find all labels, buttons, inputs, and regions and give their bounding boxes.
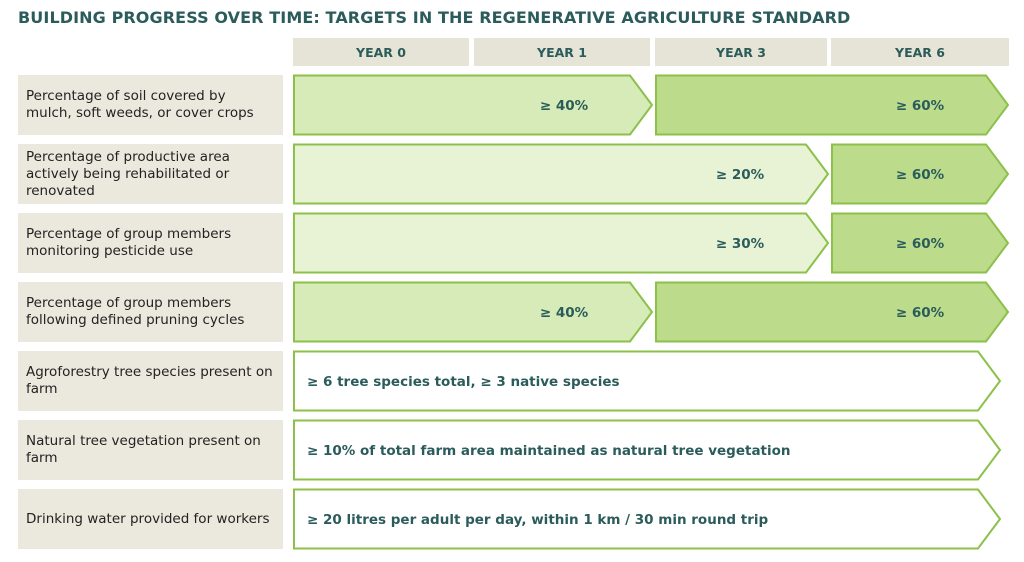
target-value-row3-seg0: ≥ 40%	[540, 305, 589, 321]
target-arrow-row1-seg0	[293, 143, 830, 205]
target-arrow-row0-seg0	[293, 74, 654, 136]
target-arrow-row3-seg1	[655, 281, 1010, 343]
target-arrow-row5-seg0	[293, 419, 1002, 481]
row-label-rehabilitated-area: Percentage of productive area actively b…	[18, 144, 283, 204]
row-label-natural-vegetation: Natural tree vegetation present on farm	[18, 420, 283, 480]
row-label-agroforestry: Agroforestry tree species present on far…	[18, 351, 283, 411]
year-header-0: YEAR 0	[293, 38, 469, 66]
row-label-soil-cover: Percentage of soil covered by mulch, sof…	[18, 75, 283, 135]
year-header-6: YEAR 6	[831, 38, 1009, 66]
target-value-row5-seg0: ≥ 10% of total farm area maintained as n…	[307, 443, 791, 459]
target-arrow-row0-seg1	[655, 74, 1010, 136]
row-label-drinking-water: Drinking water provided for workers	[18, 489, 283, 549]
year-header-1: YEAR 1	[474, 38, 650, 66]
target-value-row1-seg1: ≥ 60%	[896, 167, 945, 183]
target-value-row0-seg1: ≥ 60%	[896, 98, 945, 114]
target-value-row4-seg0: ≥ 6 tree species total, ≥ 3 native speci…	[307, 374, 620, 390]
target-arrow-row2-seg0	[293, 212, 830, 274]
target-value-row2-seg0: ≥ 30%	[716, 236, 765, 252]
row-label-pruning-cycles: Percentage of group members following de…	[18, 282, 283, 342]
target-arrow-row1-seg1	[831, 143, 1010, 205]
target-arrow-row4-seg0	[293, 350, 1002, 412]
target-arrow-row6-seg0	[293, 488, 1002, 550]
target-arrow-row2-seg1	[831, 212, 1010, 274]
row-label-pesticide-monitoring: Percentage of group members monitoring p…	[18, 213, 283, 273]
target-value-row3-seg1: ≥ 60%	[896, 305, 945, 321]
year-header-3: YEAR 3	[655, 38, 827, 66]
page-title: BUILDING PROGRESS OVER TIME: TARGETS IN …	[18, 8, 851, 27]
target-value-row1-seg0: ≥ 20%	[716, 167, 765, 183]
target-value-row2-seg1: ≥ 60%	[896, 236, 945, 252]
target-arrow-row3-seg0	[293, 281, 654, 343]
target-value-row0-seg0: ≥ 40%	[540, 98, 589, 114]
target-value-row6-seg0: ≥ 20 litres per adult per day, within 1 …	[307, 512, 769, 528]
